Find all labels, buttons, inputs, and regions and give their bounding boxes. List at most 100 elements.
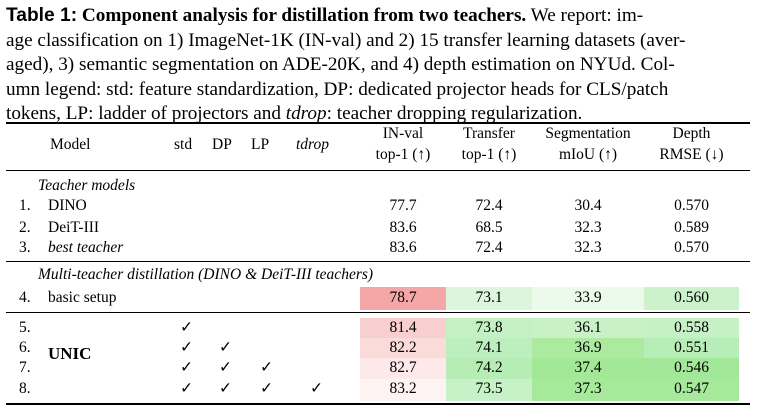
col-header-inval-1: IN-val [382,125,424,142]
cell-bg-transfer [446,338,532,358]
col-header-model: Model [50,136,91,153]
row-number: 3. [19,239,31,256]
cell-bg-basic-transfer [446,287,532,310]
checkmark-icon: ✓ [260,359,273,376]
cell-transfer: 73.8 [475,319,503,336]
col-header-tdrop: tdrop [296,136,330,153]
row-number: 7. [19,359,31,376]
caption-line5-a: tokens, LP: ladder of projectors and [6,103,281,124]
col-header-seg-1: Segmentation [545,125,631,142]
checkmark-icon: ✓ [180,339,193,356]
cell-depth: 0.589 [674,219,709,236]
caption-line5-b: : teacher dropping regularization. [326,103,583,124]
caption-line-1: Table 1: Component analysis for distilla… [6,4,750,29]
unic-label: UNIC [48,344,92,363]
row-number: 1. [19,197,31,214]
cell-depth: 0.551 [674,339,709,356]
cell-inval: 82.2 [389,339,417,356]
caption-tdrop: tdrop [285,103,327,124]
caption-line-5: tokens, LP: ladder of projectors and tdr… [6,102,750,127]
row-number: 5. [19,319,31,336]
cell-bg-basic-depth [644,287,739,310]
cell-inval: 81.4 [389,319,417,336]
col-header-depth-2: RMSE (↓) [659,146,724,163]
cell-bg-depth [644,379,739,401]
cell-seg: 32.3 [574,219,602,236]
cell-transfer: 74.2 [475,359,503,376]
cell-seg: 37.4 [574,359,602,376]
cell-depth: 0.570 [674,197,709,214]
checkmark-icon: ✓ [180,380,193,397]
cell-bg-seg [532,358,644,379]
caption-line-2: age classification on 1) ImageNet-1K (IN… [6,29,686,51]
row-number: 6. [19,339,31,356]
caption-line1-rest: We report: im- [530,5,644,26]
cell-bg-transfer [446,358,532,379]
cell-seg: 36.9 [574,339,602,356]
checkmark-icon: ✓ [260,380,273,397]
cell-depth: 0.558 [674,319,709,336]
bottom-rule [6,403,750,405]
section-teacher-models: Teacher models [38,177,136,194]
table-caption: Table 1: Component analysis for distilla… [6,4,750,127]
cell-bg-basic-inval [360,287,446,310]
col-header-transfer-2: top-1 (↑) [461,146,517,163]
model-name: basic setup [48,289,117,306]
col-header-lp: LP [251,136,270,153]
section-multi-teacher: Multi-teacher distillation (DINO & DeiT-… [38,266,374,283]
cell-bg-depth [644,338,739,358]
teacher-section-rule [6,261,750,262]
cell-inval: 82.7 [389,359,417,376]
model-name: DeiT-III [48,219,100,236]
top-rule [6,122,750,124]
cell-seg: 33.9 [574,289,602,306]
row-number: 8. [19,380,31,397]
col-header-depth-1: Depth [672,125,711,142]
cell-seg: 30.4 [574,197,602,214]
cell-depth: 0.570 [674,239,709,256]
cell-inval: 78.7 [389,289,417,306]
cell-bg-seg [532,379,644,401]
cell-seg: 37.3 [574,380,602,397]
checkmark-icon: ✓ [219,339,232,356]
cell-inval: 77.7 [389,197,417,214]
cell-bg-transfer [446,318,532,338]
model-name: DINO [48,197,87,214]
cell-inval: 83.6 [389,219,417,236]
cell-bg-inval [360,379,446,401]
checkmark-icon: ✓ [180,319,193,336]
col-header-std: std [174,136,193,153]
caption-line-4: umn legend: std: feature standardization… [6,78,669,100]
caption-line-3: aged), 3) semantic segmentation on ADE-2… [6,54,675,75]
header-rule [6,170,750,171]
cell-transfer: 73.1 [475,289,503,306]
cell-depth: 0.560 [674,289,709,306]
cell-bg-seg [532,318,644,338]
checkmark-icon: ✓ [310,380,323,397]
cell-bg-depth [644,318,739,338]
col-header-dp: DP [212,136,232,153]
cell-depth: 0.547 [674,380,709,397]
basic-row-rule [6,312,750,313]
cell-transfer: 73.5 [475,380,503,397]
checkmark-icon: ✓ [219,359,232,376]
cell-transfer: 68.5 [475,219,503,236]
caption-lead: Component analysis for distillation from… [81,5,527,26]
cell-bg-transfer [446,379,532,401]
cell-bg-inval [360,318,446,338]
cell-transfer: 74.1 [475,339,503,356]
checkmark-icon: ✓ [180,359,193,376]
col-header-seg-2: mIoU (↑) [558,146,618,163]
cell-bg-inval [360,358,446,379]
cell-inval: 83.6 [389,239,417,256]
checkmark-icon: ✓ [219,380,232,397]
cell-transfer: 72.4 [475,239,503,256]
cell-transfer: 72.4 [475,197,503,214]
cell-bg-basic-seg [532,287,644,310]
cell-seg: 32.3 [574,239,602,256]
cell-bg-seg [532,338,644,358]
cell-bg-inval [360,338,446,358]
cell-inval: 83.2 [389,380,417,397]
cell-bg-depth [644,358,739,379]
cell-seg: 36.1 [574,319,602,336]
